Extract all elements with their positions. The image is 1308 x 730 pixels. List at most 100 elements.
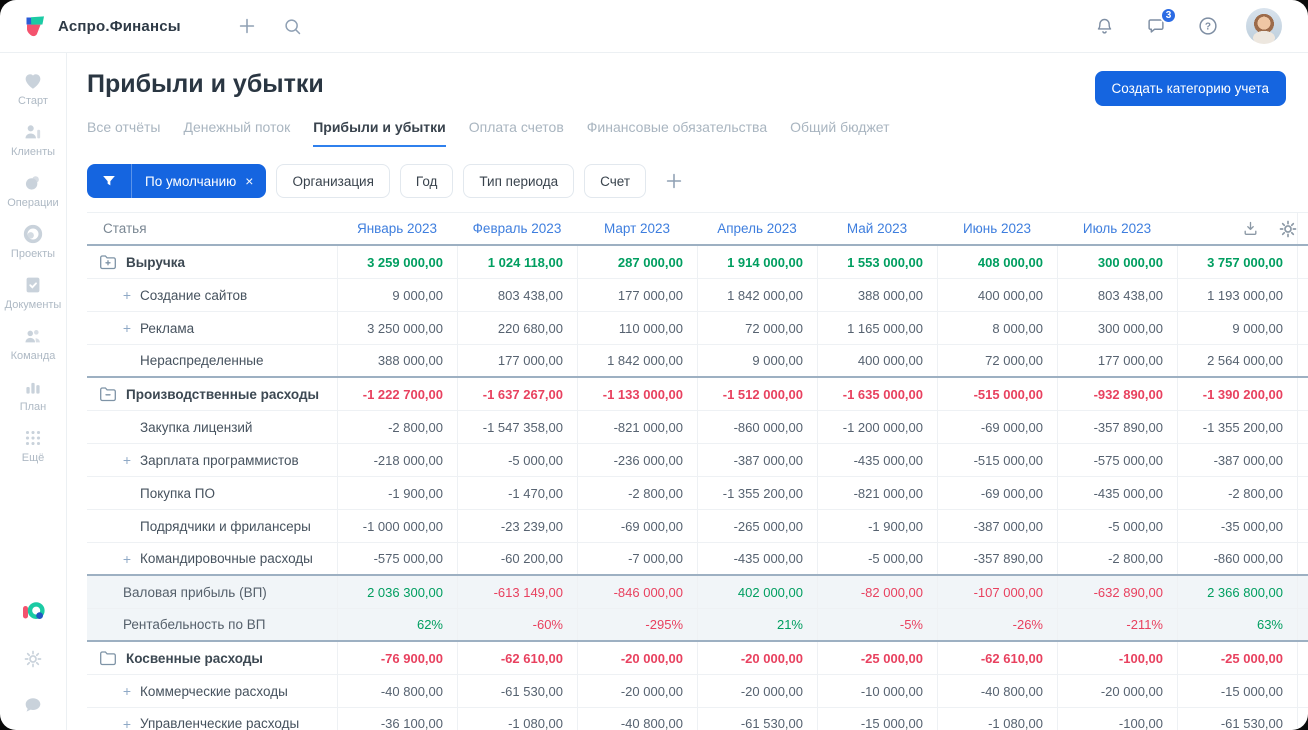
cell-value: 1 165 000,00 (817, 312, 937, 344)
cell-value: -860 000,00 (1177, 543, 1297, 574)
cell-value: -100,00 (1057, 642, 1177, 674)
cell-value: 1 193 000,00 (1177, 279, 1297, 311)
funnel-icon[interactable] (87, 164, 132, 198)
subcategory-label[interactable]: + Зарплата программистов (87, 444, 337, 476)
subcategory-label[interactable]: + Реклама (87, 312, 337, 344)
tab-1[interactable]: Все отчёты (87, 119, 161, 135)
sidebar-item-старт[interactable]: Старт (5, 69, 62, 107)
sidebar-item-клиенты[interactable]: Клиенты (5, 120, 62, 158)
expand-plus-icon[interactable]: + (122, 452, 132, 468)
cell-value: -25 000,00 (1177, 642, 1297, 674)
expand-plus-icon[interactable]: + (122, 320, 132, 336)
cell-value: 1 914 000,00 (697, 246, 817, 278)
filter-chip[interactable]: Тип периода (463, 164, 575, 198)
subcategory-label[interactable]: Покупка ПО (87, 477, 337, 509)
row-label-text: Закупка лицензий (140, 419, 253, 435)
table-edge (1297, 444, 1308, 476)
cell-value: -82 000,00 (817, 576, 937, 608)
filter-chip[interactable]: Счет (584, 164, 647, 198)
active-filter-button[interactable]: По умолчанию × (87, 164, 267, 198)
table-edge (1297, 312, 1308, 344)
cell-value: -26% (937, 609, 1057, 640)
search-icon[interactable] (279, 12, 307, 40)
sidebar-item-план[interactable]: План (5, 375, 62, 413)
filter-chip[interactable]: Организация (276, 164, 390, 198)
tab-3[interactable]: Прибыли и убытки (313, 119, 446, 147)
user-avatar[interactable] (1246, 8, 1282, 44)
expand-plus-icon[interactable]: + (122, 550, 132, 567)
add-new-icon[interactable] (233, 12, 261, 40)
filter-close-icon[interactable]: × (245, 173, 254, 189)
cell-value: -23 239,00 (457, 510, 577, 542)
folder-minus-icon (99, 386, 117, 403)
expand-plus-icon[interactable]: + (122, 715, 132, 730)
cell-value: 72 000,00 (937, 345, 1057, 376)
messages-icon[interactable]: 3 (1142, 7, 1177, 40)
cloud-logo[interactable] (20, 598, 46, 624)
cell-value: 62% (337, 609, 457, 640)
sidebar-item-документы[interactable]: Документы (5, 273, 61, 311)
cell-value: 300 000,00 (1057, 312, 1177, 344)
cell-value: -1 900,00 (817, 510, 937, 542)
column-header-month: Апрель 2023 (717, 221, 797, 236)
cell-value: -60% (457, 609, 577, 640)
tab-5[interactable]: Финансовые обязательства (586, 119, 768, 135)
team-icon (22, 324, 44, 348)
subcategory-label[interactable]: Нераспределенные (87, 345, 337, 376)
add-filter-icon[interactable] (663, 170, 685, 192)
cell-value: 220 680,00 (457, 312, 577, 344)
sidebar-item-label: Операции (7, 197, 59, 209)
help-icon[interactable]: ? (1194, 12, 1222, 40)
cell-value: 177 000,00 (577, 279, 697, 311)
cell-value: -1 512 000,00 (697, 378, 817, 410)
subcategory-label[interactable]: + Командировочные расходы (87, 543, 337, 574)
category-label[interactable]: Выручка (87, 246, 337, 278)
sidebar-item-ещё[interactable]: Ещё (5, 426, 62, 464)
table-row: Рентабельность по ВП 62% -60% -295% 21% -5% -2… (87, 609, 1308, 642)
bell-icon[interactable] (1090, 12, 1118, 40)
table-edge (1297, 345, 1308, 376)
heart-icon (22, 69, 44, 93)
expand-plus-icon[interactable]: + (122, 683, 132, 699)
row-label-text: Создание сайтов (140, 287, 248, 303)
cell-value: -613 149,00 (457, 576, 577, 608)
cell-value: -36 100,00 (337, 708, 457, 730)
expand-plus-icon[interactable]: + (122, 287, 132, 303)
cell-value: 21% (697, 609, 817, 640)
cell-value: 9 000,00 (1177, 312, 1297, 344)
cell-value: -2 800,00 (337, 411, 457, 443)
subcategory-label[interactable]: + Коммерческие расходы (87, 675, 337, 707)
table-row: Подрядчики и фрилансеры -1 000 000,00 -23 … (87, 510, 1308, 543)
cell-value: -5 000,00 (817, 543, 937, 574)
column-header-month: Май 2023 (846, 221, 908, 236)
subcategory-label[interactable]: Подрядчики и фрилансеры (87, 510, 337, 542)
cell-value: 400 000,00 (817, 345, 937, 376)
category-label[interactable]: Косвенные расходы (87, 642, 337, 674)
subcategory-label[interactable]: + Создание сайтов (87, 279, 337, 311)
category-label[interactable]: Производственные расходы (87, 378, 337, 410)
subcategory-label[interactable]: + Управленческие расходы (87, 708, 337, 730)
tab-2[interactable]: Денежный поток (183, 119, 291, 135)
sidebar-item-команда[interactable]: Команда (5, 324, 62, 362)
tab-6[interactable]: Общий бюджет (790, 119, 890, 135)
table-edge (1297, 675, 1308, 707)
brand[interactable]: Аспро.Финансы (22, 13, 181, 39)
sidebar-item-проекты[interactable]: Проекты (5, 222, 62, 260)
cell-value: 63% (1177, 609, 1297, 640)
gear-icon[interactable] (22, 648, 44, 670)
row-label-text: Подрядчики и фрилансеры (140, 518, 311, 534)
sidebar-item-операции[interactable]: Операции (5, 171, 62, 209)
create-category-button[interactable]: Создать категорию учета (1094, 71, 1286, 106)
cell-value: -575 000,00 (1057, 444, 1177, 476)
cell-value: 3 250 000,00 (337, 312, 457, 344)
chat-round-icon[interactable] (22, 694, 44, 716)
gear-icon[interactable] (1277, 218, 1299, 240)
download-icon[interactable] (1241, 219, 1260, 238)
table-edge (1297, 246, 1308, 278)
cell-value: -211% (1057, 609, 1177, 640)
tab-4[interactable]: Оплата счетов (468, 119, 564, 135)
cell-value: -40 800,00 (577, 708, 697, 730)
sidebar-item-label: Проекты (10, 248, 56, 260)
subcategory-label[interactable]: Закупка лицензий (87, 411, 337, 443)
filter-chip[interactable]: Год (399, 164, 454, 198)
